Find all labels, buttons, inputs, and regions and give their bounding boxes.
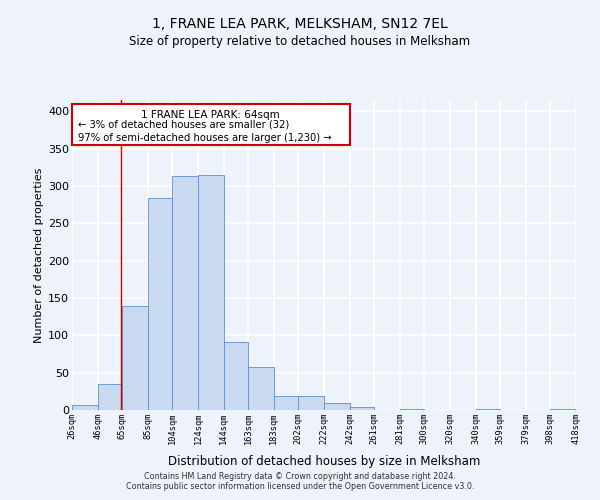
Text: 1 FRANE LEA PARK: 64sqm: 1 FRANE LEA PARK: 64sqm <box>142 110 280 120</box>
FancyBboxPatch shape <box>72 104 350 145</box>
Bar <box>224 342 248 410</box>
Bar <box>72 405 98 410</box>
Bar <box>350 407 374 410</box>
Text: ← 3% of detached houses are smaller (32): ← 3% of detached houses are smaller (32) <box>79 120 290 130</box>
Bar <box>98 384 122 410</box>
Text: 1, FRANE LEA PARK, MELKSHAM, SN12 7EL: 1, FRANE LEA PARK, MELKSHAM, SN12 7EL <box>152 18 448 32</box>
Y-axis label: Number of detached properties: Number of detached properties <box>34 168 44 342</box>
Bar <box>324 402 350 410</box>
Bar <box>550 408 576 410</box>
Bar <box>122 306 148 410</box>
Bar <box>248 368 274 410</box>
Bar <box>198 174 224 410</box>
Text: Size of property relative to detached houses in Melksham: Size of property relative to detached ho… <box>130 35 470 48</box>
Bar <box>148 198 172 410</box>
Bar <box>274 396 298 410</box>
Bar <box>298 396 324 410</box>
Bar <box>476 408 500 410</box>
Text: 97% of semi-detached houses are larger (1,230) →: 97% of semi-detached houses are larger (… <box>79 133 332 143</box>
Text: Contains public sector information licensed under the Open Government Licence v3: Contains public sector information licen… <box>126 482 474 491</box>
X-axis label: Distribution of detached houses by size in Melksham: Distribution of detached houses by size … <box>168 456 480 468</box>
Bar <box>172 176 198 410</box>
Text: Contains HM Land Registry data © Crown copyright and database right 2024.: Contains HM Land Registry data © Crown c… <box>144 472 456 481</box>
